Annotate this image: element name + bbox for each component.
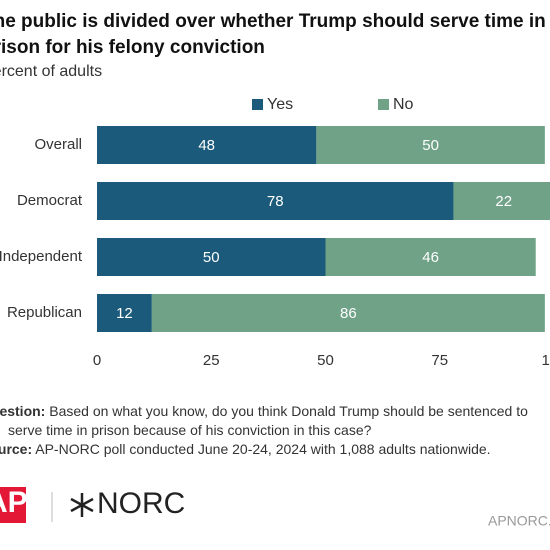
note: Source: AP-NORC poll conducted June 20-2… [0,441,491,457]
data-label: 50 [422,137,439,154]
norc-star [70,493,94,517]
category-label: Republican [7,304,82,321]
note-label: Question: [0,403,45,419]
bar-segment [97,294,152,332]
category-label: Overall [34,136,82,153]
category-label: Independent [0,248,83,265]
data-label: 22 [495,193,512,210]
data-label: 86 [340,305,357,322]
chart-title: prison for his felony conviction [0,37,265,58]
note-text: AP-NORC poll conducted June 20-24, 2024 … [35,441,490,457]
x-tick-label: 0 [93,352,101,369]
x-tick-label: 100 [541,352,550,369]
x-tick-label: 75 [431,352,448,369]
chart-subtitle: Percent of adults [0,63,102,80]
legend-swatch [252,99,263,110]
data-label: 78 [267,193,284,210]
data-label: 46 [422,249,439,266]
note-label: Source: [0,441,32,457]
x-tick-label: 25 [203,352,220,369]
norc-logo: NORC [97,487,185,520]
category-label: Democrat [17,192,83,209]
url: APNORC.ORG [488,513,550,529]
x-tick-label: 50 [317,352,334,369]
note: serve time in prison because of his conv… [8,422,372,438]
note-text: Based on what you know, do you think Don… [49,403,528,419]
ap-logo-block [0,487,26,523]
legend-label: No [393,96,414,113]
chart-title: The public is divided over whether Trump… [0,11,546,32]
legend-label: Yes [267,96,293,113]
bar-segment [97,238,326,276]
bar-segment [97,182,454,220]
bar-segment [316,126,545,164]
bar-segment [453,182,550,220]
data-label: 50 [203,249,220,266]
bar-segment [151,294,545,332]
note: Question: Based on what you know, do you… [0,403,528,419]
ap-logo: AP [0,486,28,519]
note-text: serve time in prison because of his conv… [8,422,372,438]
data-label: 12 [116,305,133,322]
bar-segment [97,126,317,164]
data-label: 48 [198,137,215,154]
bar-segment [325,238,536,276]
legend-swatch [378,99,389,110]
